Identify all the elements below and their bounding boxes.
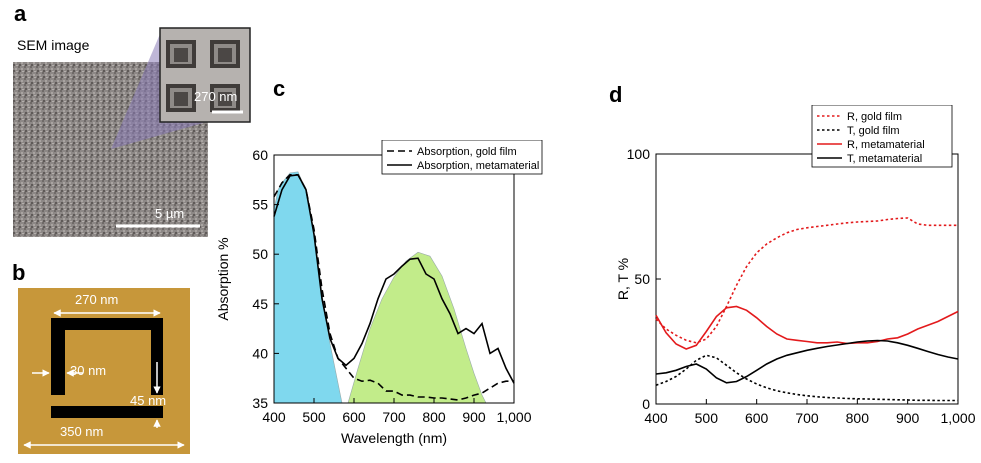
y-axis-label: Absorption % [215, 237, 231, 320]
x-tick-label: 700 [795, 410, 819, 426]
x-tick-label: 400 [262, 409, 286, 425]
x-tick-label: 500 [695, 410, 719, 426]
legend-label-4: T, metamaterial [847, 153, 922, 165]
x-tick-label: 900 [896, 410, 920, 426]
series-line-2 [273, 173, 515, 384]
y-axis-label: R, T % [615, 258, 631, 300]
bar-left [51, 318, 65, 395]
legend-box [381, 140, 543, 175]
bar-bottom [51, 406, 163, 418]
x-tick-label: 600 [745, 410, 769, 426]
y-tick-label: 35 [252, 395, 268, 411]
band-green [347, 251, 487, 404]
x-tick-label: 800 [422, 409, 446, 425]
legend-label-1: Absorption, gold film [417, 146, 517, 158]
bar-right [151, 318, 163, 395]
x-axis-label: Wavelength (nm) [341, 430, 447, 446]
legend-label-1: R, gold film [847, 111, 902, 123]
band-cyan [273, 171, 343, 404]
panel-letter-b: b [12, 260, 26, 285]
legend-label-3: R, metamaterial [847, 139, 925, 151]
legend-box [811, 105, 953, 168]
panel-letter-d: d [609, 82, 623, 107]
series-line-1 [273, 174, 514, 401]
series-line-1 [655, 217, 958, 344]
x-tick-label: 900 [462, 409, 486, 425]
panel-letter-c: c [273, 76, 286, 101]
legend-label-2: T, gold film [847, 125, 900, 137]
y-tick-label: 50 [252, 246, 268, 262]
y-tick-label: 50 [634, 271, 650, 287]
series-line-2 [655, 354, 958, 402]
y-tick-label: 100 [627, 146, 651, 162]
x-tick-label: 1,000 [496, 409, 531, 425]
x-tick-label: 1,000 [940, 410, 975, 426]
x-tick-label: 700 [382, 409, 406, 425]
y-tick-label: 45 [252, 296, 268, 312]
dim-label-bottom: 350 nm [60, 424, 104, 439]
absorption-chart: 400 500 600 700 800 900 1,000 35 40 45 50 55 60 Wavel… [215, 140, 543, 446]
x-tick-label: 500 [302, 409, 326, 425]
inset-scale-label: 270 nm [194, 89, 238, 104]
legend-label-2: Absorption, metamaterial [417, 160, 539, 172]
dim-label-right: 45 nm [130, 393, 167, 408]
dim-label-left: 30 nm [70, 363, 107, 378]
y-tick-label: 0 [642, 396, 650, 412]
sem-panel [13, 27, 251, 237]
sem-caption: SEM image [17, 37, 90, 53]
inset-image [159, 27, 251, 123]
x-tick-label: 800 [846, 410, 870, 426]
y-tick-label: 40 [252, 345, 268, 361]
x-tick-label: 600 [342, 409, 366, 425]
y-tick-label: 60 [252, 147, 268, 163]
series-line-3 [655, 305, 959, 350]
dim-label-top: 270 nm [75, 292, 119, 307]
rt-chart: 400 500 600 700 800 900 1,000 0 50 100 R, T % R, go… [615, 105, 976, 426]
bar-top [51, 318, 163, 330]
main-scale-label: 5 µm [155, 206, 185, 221]
series-line-4 [655, 339, 959, 384]
panel-letter-a: a [14, 1, 27, 26]
y-tick-label: 55 [252, 197, 268, 213]
schematic [18, 288, 190, 454]
x-tick-label: 400 [644, 410, 668, 426]
